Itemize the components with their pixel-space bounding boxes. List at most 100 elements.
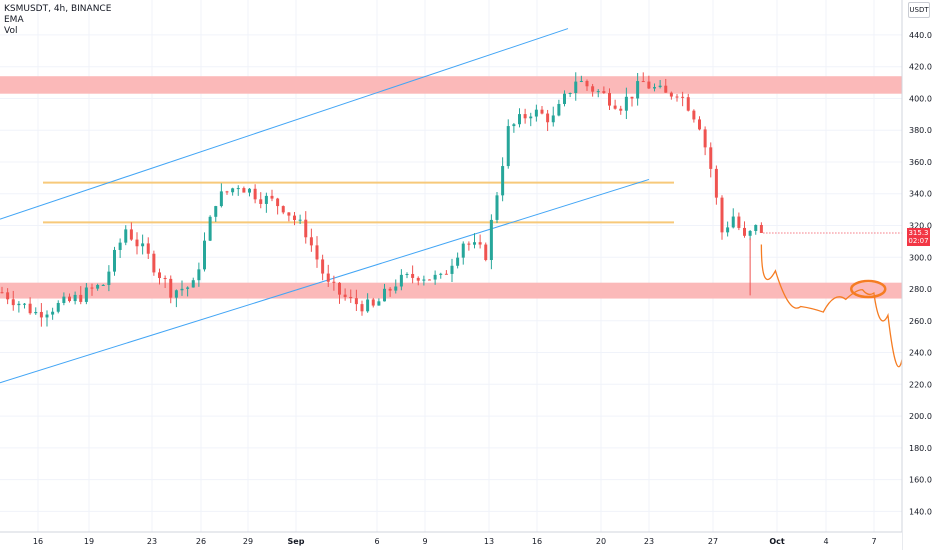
y-tick-label: 440.0 <box>909 31 932 40</box>
x-tick-label: 23 <box>644 537 654 546</box>
candle-body <box>79 294 83 302</box>
candle-body <box>107 271 111 285</box>
candle-body <box>56 302 60 312</box>
candle-body <box>602 91 606 93</box>
last-price-tag: 315.3 02:07 <box>907 228 930 246</box>
candle-body <box>332 281 336 283</box>
candle-body <box>534 109 538 117</box>
candle-body <box>388 288 392 291</box>
candle-body <box>484 244 488 261</box>
candle-body <box>180 288 184 291</box>
candle-body <box>709 147 713 169</box>
candle-body <box>293 215 296 221</box>
candle-body <box>174 290 178 298</box>
currency-button[interactable]: USDT <box>908 2 930 18</box>
y-tick-label: 360.0 <box>909 158 932 167</box>
candle-body <box>703 129 707 148</box>
candle-body <box>124 229 128 243</box>
candle-body <box>366 299 370 312</box>
candle-body <box>146 243 150 254</box>
candle-body <box>264 195 268 204</box>
candle-body <box>439 273 443 275</box>
candle-body <box>546 113 550 123</box>
y-tick-label: 380.0 <box>909 126 932 135</box>
candle-body <box>551 115 555 123</box>
candle-body <box>461 243 465 258</box>
candle-body <box>248 188 251 193</box>
candle-body <box>276 198 280 207</box>
x-tick-label: 16 <box>33 537 43 546</box>
volume-indicator-label[interactable]: Vol <box>4 26 18 36</box>
candle-body <box>17 303 21 306</box>
candle-body <box>647 81 651 89</box>
candle-body <box>236 188 240 190</box>
candle-body <box>557 103 561 116</box>
candle-body <box>45 314 49 318</box>
y-tick-label: 280.0 <box>909 285 932 294</box>
candle-body <box>321 259 325 274</box>
candle-body <box>450 265 454 274</box>
candle-body <box>658 85 662 88</box>
candle-body <box>726 227 730 233</box>
y-tick-label: 320.0 <box>909 222 932 231</box>
candle-body <box>28 303 32 314</box>
candle-body <box>203 240 206 270</box>
x-tick-label: 29 <box>243 537 253 546</box>
candle-body <box>478 242 482 245</box>
price-axis-background <box>902 0 932 550</box>
candle-body <box>422 279 426 281</box>
candle-body <box>6 292 10 300</box>
candle-body <box>636 81 640 99</box>
zone-support <box>0 282 902 299</box>
y-tick-label: 200.0 <box>909 412 932 421</box>
candle-body <box>444 273 448 275</box>
candle-body <box>62 296 66 303</box>
candle-body <box>664 85 668 93</box>
y-tick-label: 180.0 <box>909 444 932 453</box>
candle-body <box>68 296 71 302</box>
candle-body <box>574 81 578 93</box>
zone-resistance <box>0 76 902 94</box>
candle-body <box>135 239 139 247</box>
candle-body <box>0 292 4 294</box>
candle-body <box>540 109 544 114</box>
candle-body <box>101 284 105 286</box>
y-tick-label: 220.0 <box>909 380 932 389</box>
candle-body <box>506 126 510 167</box>
candle-body <box>39 311 43 318</box>
candle-body <box>253 188 257 200</box>
ema-indicator-label[interactable]: EMA <box>4 15 24 25</box>
candle-body <box>585 80 589 87</box>
candle-body <box>191 280 195 288</box>
candle-body <box>141 243 145 247</box>
candle-body <box>748 230 752 236</box>
candle-body <box>354 298 358 305</box>
candle-body <box>692 110 696 120</box>
candle-body <box>501 166 505 196</box>
candle-body <box>473 242 476 245</box>
candle-body <box>129 229 133 240</box>
channel-lower-line <box>0 178 650 384</box>
candle-body <box>298 219 302 221</box>
candle-body <box>698 119 701 130</box>
y-tick-label: 400.0 <box>909 94 932 103</box>
candle-body <box>675 96 679 98</box>
candle-body <box>743 227 746 236</box>
candle-body <box>309 237 313 246</box>
candle-body <box>489 219 493 261</box>
candle-body <box>360 304 364 312</box>
candle-body <box>371 299 375 306</box>
x-tick-label: 6 <box>374 537 379 546</box>
candle-body <box>281 206 285 213</box>
candle-body <box>737 216 741 228</box>
candle-body <box>90 287 94 289</box>
candle-body <box>653 87 656 89</box>
candle-body <box>383 288 386 302</box>
candle-body <box>338 282 341 295</box>
candle-body <box>495 195 499 220</box>
y-tick-label: 420.0 <box>909 63 932 72</box>
x-tick-label: 19 <box>84 537 94 546</box>
candle-body <box>225 191 229 193</box>
candle-body <box>399 274 403 287</box>
